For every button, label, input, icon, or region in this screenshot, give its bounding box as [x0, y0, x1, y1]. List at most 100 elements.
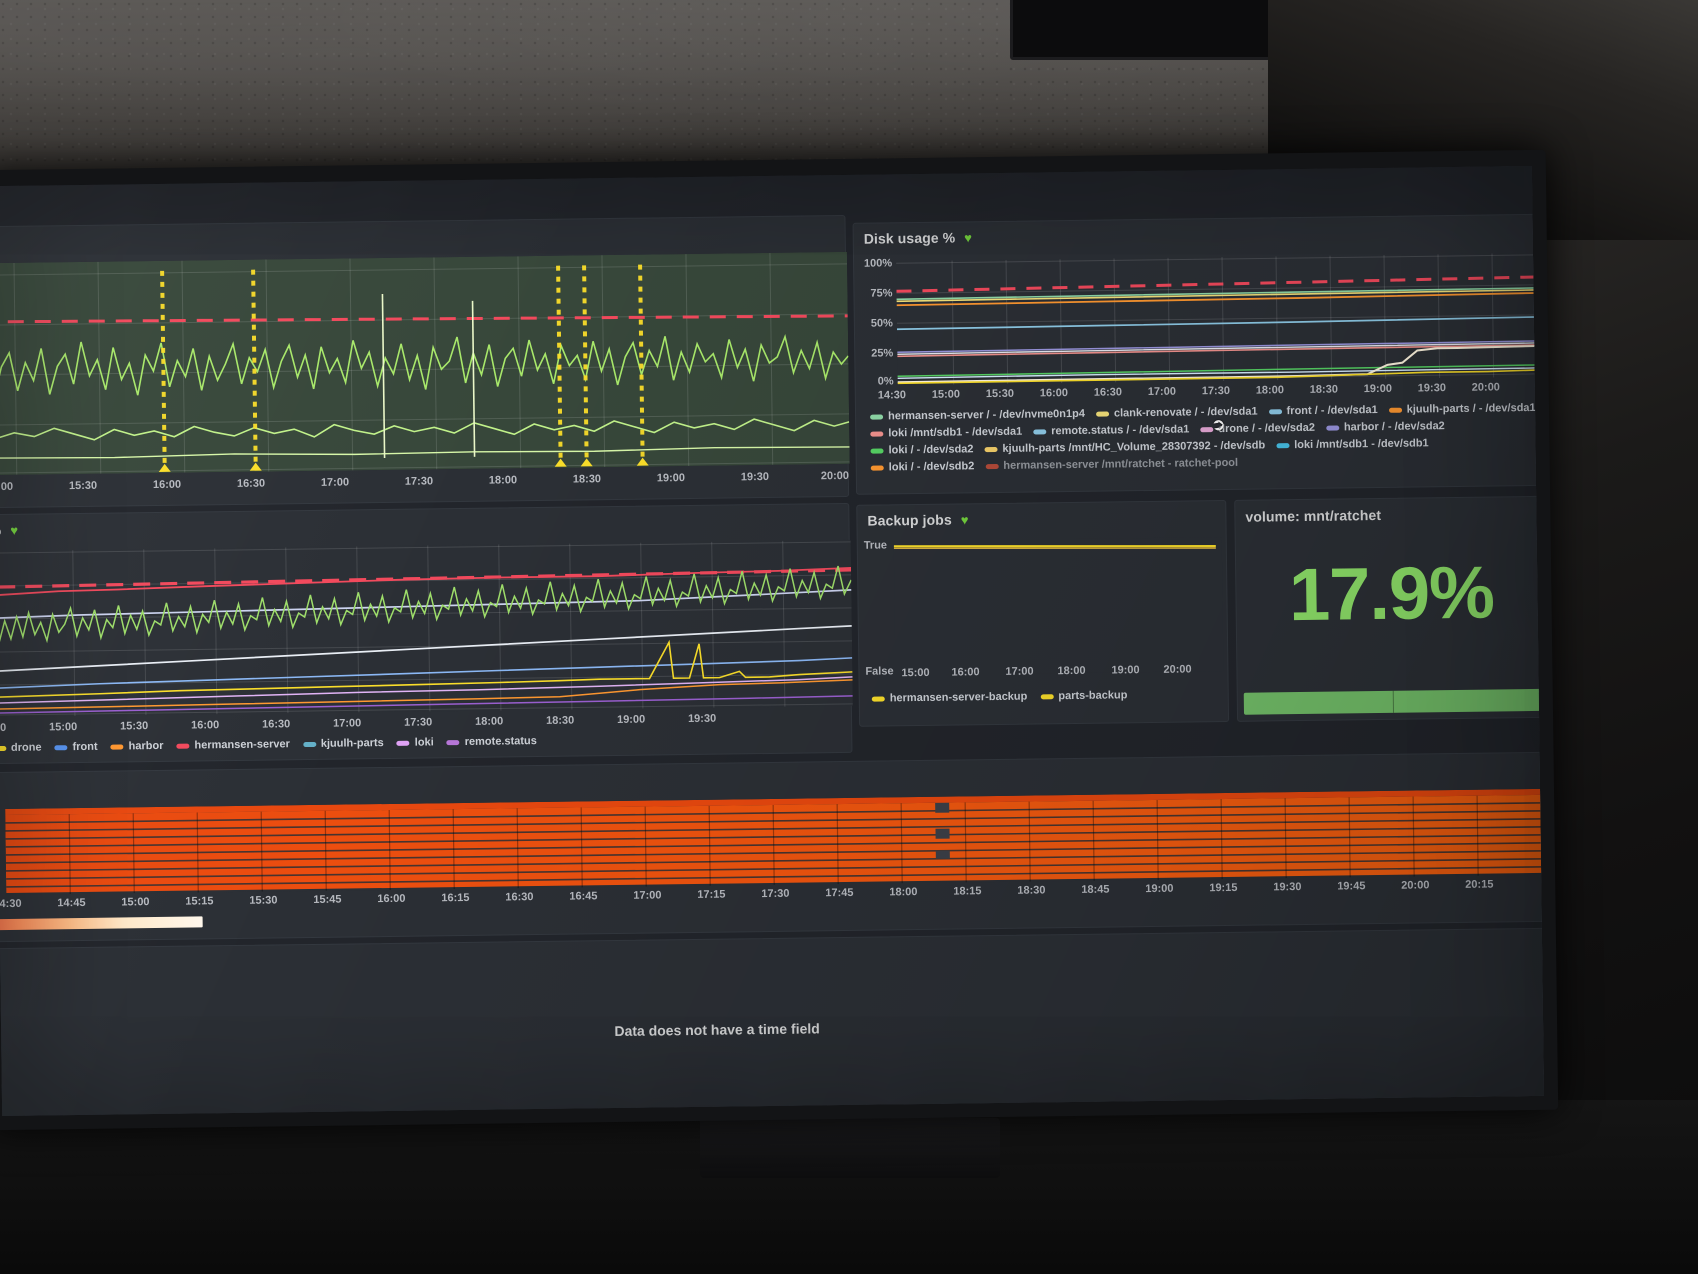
su-xtick-3: 15:15	[185, 895, 214, 908]
mem-xtick-10: 19:30	[687, 712, 717, 726]
su-xtick-22: 20:00	[1401, 879, 1430, 892]
su-xtick-14: 18:00	[889, 886, 918, 899]
legend-label: front / - /dev/sda1	[1286, 403, 1378, 418]
legend-label: harbor / - /dev/sda2	[1343, 420, 1445, 434]
legend-swatch	[870, 448, 884, 454]
panel-uptime-jobs[interactable]: Uptime jobs Data does not have a time fi…	[0, 927, 1545, 1117]
legend-label: hermansen-server / - /dev/nvme0n1p4	[888, 407, 1086, 423]
legend-item[interactable]: front / - /dev/sda1	[1268, 403, 1378, 419]
panel-volume-stat[interactable]: volume: mnt/ratchet 17.9%	[1234, 495, 1545, 722]
legend-item[interactable]: hermansen-server /mnt/ratchet - ratchet-…	[985, 456, 1238, 474]
cpu-xtick-11: 20:00	[820, 469, 850, 483]
su-xtick-8: 16:30	[505, 891, 534, 904]
legend-label: drone / - /dev/sda2	[1218, 421, 1315, 436]
su-xtick-17: 18:45	[1081, 883, 1110, 896]
heart-icon: ♥	[10, 522, 19, 538]
backup-xtick-1: 16:00	[951, 666, 980, 679]
legend-label: parts-backup	[1058, 689, 1128, 703]
legend-item[interactable]: hermansen-server-backup	[871, 690, 1028, 707]
cpu-xtick-8: 18:30	[572, 473, 602, 486]
legend-item[interactable]: hermansen-server	[176, 737, 290, 753]
legend-label: front	[72, 740, 98, 754]
backup-xtick-4: 19:00	[1111, 664, 1140, 677]
legend-label: clank-renovate / - /dev/sda1	[1113, 405, 1258, 420]
disk-ytick-1: 75%	[870, 287, 893, 300]
disk-xtick-6: 17:30	[1201, 384, 1230, 398]
legend-label: loki / - /dev/sdb2	[888, 460, 975, 474]
legend-swatch	[1325, 425, 1339, 431]
legend-item[interactable]: loki / - /dev/sdb2	[870, 459, 975, 475]
su-xtick-15: 18:15	[953, 885, 982, 898]
legend-item[interactable]: front	[54, 740, 98, 756]
legend-item[interactable]: drone	[0, 741, 42, 757]
panel-cpu-usage[interactable]: CPU usage ♥	[0, 214, 850, 510]
legend-item[interactable]: hermansen-server / - /dev/nvme0n1p4	[870, 407, 1085, 425]
legend-swatch	[1276, 443, 1290, 449]
legend-item[interactable]: loki /mnt/sdb1 - /dev/sdb1	[1276, 436, 1429, 453]
heart-icon: ♥	[960, 511, 969, 527]
mem-xtick-4: 16:30	[261, 718, 291, 731]
legend-swatch	[396, 740, 410, 746]
disk-xtick-8: 18:30	[1309, 383, 1338, 396]
su-xtick-2: 15:00	[121, 896, 150, 909]
mem-xtick-0: 14:30	[0, 721, 7, 735]
cpu-chart-svg	[0, 251, 850, 477]
panel-title-memory: Memory usage % ♥	[0, 504, 849, 540]
monitor: CPU usage ♥	[0, 149, 1559, 1131]
legend-label: harbor	[128, 739, 164, 753]
legend-item[interactable]: loki / - /dev/sda2	[870, 442, 974, 458]
grafana-dashboard: CPU usage ♥	[0, 165, 1545, 1117]
legend-swatch	[110, 744, 124, 750]
cpu-xtick-2: 15:30	[68, 479, 98, 493]
legend-label: hermansen-server /mnt/ratchet - ratchet-…	[1003, 456, 1239, 472]
mem-xtick-7: 18:00	[474, 715, 504, 728]
wall-frame	[1010, 0, 1310, 60]
mem-xtick-6: 17:30	[403, 716, 433, 729]
disk-xtick-10: 19:30	[1417, 382, 1446, 395]
legend-item[interactable]: remote.status	[446, 734, 537, 750]
su-xtick-11: 17:15	[697, 888, 726, 901]
volume-title-text: volume: mnt/ratchet	[1245, 506, 1382, 525]
legend-item[interactable]: kjuulh-parts	[302, 736, 384, 752]
mem-xtick-5: 17:00	[332, 717, 362, 730]
backup-xtick-2: 17:00	[1005, 665, 1034, 678]
legend-swatch	[870, 431, 884, 437]
cpu-plot	[0, 251, 850, 477]
su-xtick-23: 20:15	[1465, 878, 1494, 891]
mem-xtick-8: 18:30	[545, 714, 575, 727]
cpu-xtick-6: 17:30	[404, 475, 434, 488]
legend-item[interactable]: harbor / - /dev/sda2	[1325, 419, 1445, 436]
disk-xtick-2: 15:30	[985, 387, 1015, 401]
legend-item[interactable]: clank-renovate / - /dev/sda1	[1095, 405, 1258, 422]
memory-plot	[0, 539, 853, 718]
legend-item[interactable]: harbor	[110, 739, 164, 755]
screen: CPU usage ♥	[0, 165, 1545, 1117]
disk-chart-svg	[896, 252, 1543, 386]
legend-label: remote.status	[464, 735, 537, 748]
panel-memory-usage[interactable]: Memory usage % ♥ 100% 80% 60% 40% 20% 0%	[0, 502, 853, 766]
uptime-no-data-message: Data does not have a time field	[614, 1020, 820, 1040]
panel-disk-usage[interactable]: Disk usage % ♥ 100% 75% 50% 25% 0%	[852, 213, 1545, 495]
backup-title-text: Backup jobs	[867, 511, 952, 529]
disk-ytick-2: 50%	[870, 317, 893, 330]
legend-swatch	[0, 745, 7, 752]
disk-xtick-4: 16:30	[1093, 386, 1123, 399]
panel-backup-jobs[interactable]: Backup jobs ♥ True False 15:00	[856, 499, 1230, 727]
panel-title-volume: volume: mnt/ratchet	[1235, 497, 1544, 525]
legend-item[interactable]: loki	[396, 735, 434, 750]
legend-item[interactable]: parts-backup	[1040, 688, 1127, 704]
legend-item[interactable]: loki /mnt/sdb1 - /dev/sda1	[870, 425, 1022, 442]
su-xtick-19: 19:15	[1209, 881, 1238, 895]
su-xtick-10: 17:00	[633, 889, 662, 902]
su-xtick-16: 18:30	[1017, 884, 1046, 897]
panel-servers-up[interactable]: Servers up remote.status ratchet loki kj…	[0, 751, 1545, 944]
legend-item[interactable]: remote.status / - /dev/sda1	[1033, 422, 1189, 439]
su-xtick-12: 17:30	[761, 887, 790, 901]
backup-ytick-false: False	[865, 665, 894, 678]
legend-item[interactable]: kjuulh-parts /mnt/HC_Volume_28307392 - /…	[984, 438, 1265, 457]
legend-item[interactable]: kjuulh-parts / - /dev/sda1	[1388, 401, 1536, 418]
legend-label: kjuulh-parts /mnt/HC_Volume_28307392 - /…	[1002, 439, 1266, 455]
cpu-xtick-3: 16:00	[152, 478, 182, 492]
su-xtick-9: 16:45	[569, 890, 598, 903]
